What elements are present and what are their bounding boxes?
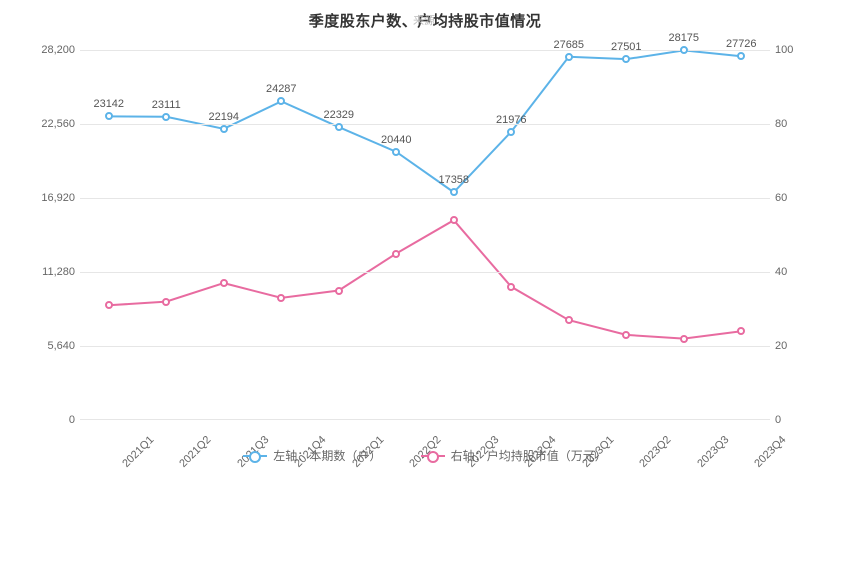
data-label: 17358 — [438, 174, 469, 186]
data-point[interactable] — [680, 46, 688, 54]
data-point[interactable] — [680, 335, 688, 343]
data-point[interactable] — [335, 123, 343, 131]
legend: 左轴：本期数（户） 右轴：户均持股市值（万元） — [20, 446, 830, 465]
data-point[interactable] — [507, 283, 515, 291]
data-point[interactable] — [450, 216, 458, 224]
data-point[interactable] — [507, 128, 515, 136]
data-label: 20440 — [381, 134, 412, 146]
data-point[interactable] — [737, 52, 745, 60]
y-left-tick: 16,920 — [20, 192, 75, 204]
y-right-tick: 100 — [775, 44, 793, 56]
data-label: 22329 — [323, 109, 354, 121]
data-label: 27501 — [611, 41, 642, 53]
y-right-tick: 80 — [775, 118, 787, 130]
grid-line — [80, 346, 770, 347]
y-left-tick: 22,560 — [20, 118, 75, 130]
data-point[interactable] — [392, 148, 400, 156]
y-left-tick: 28,200 — [20, 44, 75, 56]
legend-item-series1[interactable]: 左轴：本期数（户） — [243, 447, 381, 464]
data-label: 27685 — [553, 39, 584, 51]
y-right-tick: 60 — [775, 192, 787, 204]
data-point[interactable] — [105, 301, 113, 309]
legend-label-series2: 右轴：户均持股市值（万元） — [451, 447, 607, 464]
y-left-tick: 0 — [20, 414, 75, 426]
y-right-tick: 20 — [775, 340, 787, 352]
data-label: 24287 — [266, 83, 297, 95]
chart-container: 0 5,640 11,280 16,920 22,560 28,200 0 20 40 60 80 1… — [20, 40, 830, 470]
data-point[interactable] — [622, 55, 630, 63]
data-point[interactable] — [737, 327, 745, 335]
legend-item-series2[interactable]: 右轴：户均持股市值（万元） — [421, 447, 607, 464]
grid-line — [80, 198, 770, 199]
data-point[interactable] — [220, 279, 228, 287]
data-label: 22194 — [208, 111, 239, 123]
data-point[interactable] — [277, 294, 285, 302]
data-point[interactable] — [565, 316, 573, 324]
plot-area: 05,64011,28016,92022,56028,2000204060801… — [80, 50, 770, 420]
data-point[interactable] — [162, 113, 170, 121]
series-line — [109, 220, 742, 338]
data-point[interactable] — [335, 287, 343, 295]
data-label: 27726 — [726, 38, 757, 50]
y-right-tick: 40 — [775, 266, 787, 278]
data-point[interactable] — [220, 125, 228, 133]
data-point[interactable] — [392, 250, 400, 258]
data-label: 21976 — [496, 114, 527, 126]
series-line — [109, 50, 742, 192]
grid-line — [80, 50, 770, 51]
data-label: 23142 — [93, 98, 124, 110]
y-left-tick: 11,280 — [20, 266, 75, 278]
data-point[interactable] — [162, 298, 170, 306]
chart-title: 季度股东户数、户均持股市值情况 — [0, 0, 850, 31]
data-point[interactable] — [622, 331, 630, 339]
line-layer — [80, 50, 770, 419]
legend-swatch-series1 — [243, 455, 267, 457]
data-label: 23111 — [152, 99, 181, 111]
y-left-tick: 5,640 — [20, 340, 75, 352]
data-point[interactable] — [277, 97, 285, 105]
legend-swatch-series2 — [421, 455, 445, 457]
grid-line — [80, 272, 770, 273]
y-right-tick: 0 — [775, 414, 781, 426]
data-label: 28175 — [668, 32, 699, 44]
data-point[interactable] — [105, 112, 113, 120]
grid-line — [80, 124, 770, 125]
data-point[interactable] — [450, 188, 458, 196]
data-point[interactable] — [565, 53, 573, 61]
legend-label-series1: 左轴：本期数（户） — [273, 447, 381, 464]
